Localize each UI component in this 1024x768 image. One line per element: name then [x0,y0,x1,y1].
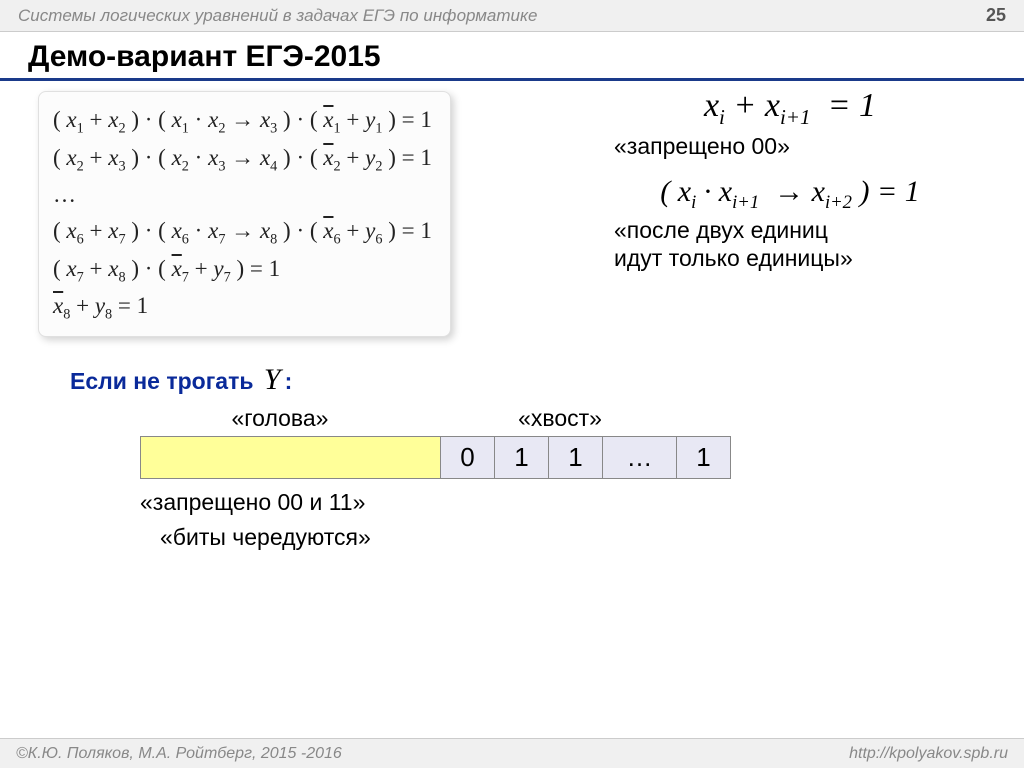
rule-caption-2-line1: «после двух единиц [614,217,828,243]
table-row: 0 1 1 … 1 [141,437,731,479]
footer-copyright: ©К.Ю. Поляков, М.А. Ройтберг, 2015 -2016 [16,745,342,763]
bit-table: 0 1 1 … 1 [140,436,731,479]
header-bar: Системы логических уравнений в задачах Е… [0,0,1024,32]
equation-row: ( x1 + x2 ) · ( x1 · x2 → x3 ) · ( x1 + … [53,102,432,140]
below-text-2: «биты чередуются» [160,524,996,551]
label-tail: «хвост» [460,405,660,432]
condition-suffix: : [285,368,293,394]
mid-section: Если не трогать Y: «голова» «хвост» 0 1 … [38,363,996,551]
title-row: Демо-вариант ЕГЭ-2015 [0,32,1024,81]
equation-row: ( x6 + x7 ) · ( x6 · x7 → x8 ) · ( x6 + … [53,213,432,251]
rule-caption-2-line2: идут только единицы» [614,245,853,271]
equation-row: ( x7 + x8 ) · ( x7 + y7 ) = 1 [53,251,432,289]
bit-cell-dots: … [603,437,677,479]
bit-cell: 0 [441,437,495,479]
equation-row: ( x2 + x3 ) · ( x2 · x3 → x4 ) · ( x2 + … [53,140,432,178]
bit-cell: 1 [677,437,731,479]
equation-row: x8 + y8 = 1 [53,288,432,326]
bit-cell: 1 [495,437,549,479]
condition-variable: Y [260,363,285,396]
rule-caption-1: «запрещено 00» [580,132,1000,161]
header-topic: Системы логических уравнений в задачах Е… [18,6,538,26]
page-number: 25 [986,5,1006,26]
equations-box: ( x1 + x2 ) · ( x1 · x2 → x3 ) · ( x1 + … [38,91,451,337]
label-head: «голова» [140,405,420,432]
right-column: xi + xi+1 = 1 «запрещено 00» ( xi · xi+1… [580,87,1000,273]
below-text-1: «запрещено 00 и 11» [140,489,996,516]
rule-equation-1: xi + xi+1 = 1 [580,87,1000,130]
condition-prefix: Если не трогать [70,368,253,394]
condition-line: Если не трогать Y: [70,363,996,397]
rule-equation-2: ( xi · xi+1 → xi+2 ) = 1 [580,175,1000,214]
page-title: Демо-вариант ЕГЭ-2015 [28,40,996,74]
content-area: ( x1 + x2 ) · ( x1 · x2 → x3 ) · ( x1 + … [0,81,1024,551]
rule-caption-2: «после двух единиц идут только единицы» [580,216,1000,274]
footer-bar: ©К.Ю. Поляков, М.А. Ройтберг, 2015 -2016… [0,738,1024,768]
labels-row: «голова» «хвост» [70,405,996,432]
footer-url: http://kpolyakov.spb.ru [849,745,1008,763]
bit-cell: 1 [549,437,603,479]
head-cell [141,437,441,479]
equation-row: … [53,177,432,213]
